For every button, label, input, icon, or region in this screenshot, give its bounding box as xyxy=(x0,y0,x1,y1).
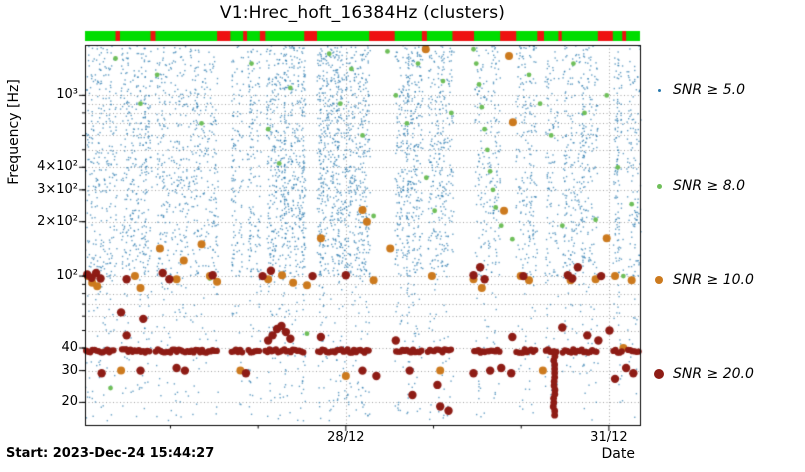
y-tick-label: 20 xyxy=(61,394,78,410)
legend-label: SNR ≥ 20.0 xyxy=(673,366,754,382)
y-tick-label: 40 xyxy=(61,340,78,356)
y-tick-label: 4×10² xyxy=(37,159,78,175)
y-tick-label: 2×10² xyxy=(37,213,78,229)
legend-item-snr5: SNR ≥ 5.0 xyxy=(652,80,745,100)
snr5-dot-icon xyxy=(657,88,661,92)
snr8-dot-icon xyxy=(656,183,662,189)
legend: SNR ≥ 5.0 SNR ≥ 8.0 SNR ≥ 10.0 SNR ≥ 20.… xyxy=(648,0,805,472)
y-tick-label: 30 xyxy=(61,362,78,378)
y-tick-label: 10³ xyxy=(56,87,78,103)
y-tick-label: 3×10² xyxy=(37,181,78,197)
snr20-dot-icon xyxy=(654,369,664,379)
x-axis-label: Date xyxy=(601,446,635,462)
legend-label: SNR ≥ 10.0 xyxy=(673,272,754,288)
legend-label: SNR ≥ 5.0 xyxy=(673,82,745,98)
snr10-dot-icon xyxy=(655,276,663,284)
x-tick-label: 28/12 xyxy=(327,430,365,445)
x-tick-label: 31/12 xyxy=(590,430,628,445)
y-tick-label: 10² xyxy=(56,268,78,284)
legend-marker-box xyxy=(652,273,666,287)
legend-marker-box xyxy=(652,83,666,97)
legend-label: SNR ≥ 8.0 xyxy=(673,178,745,194)
start-timestamp: Start: 2023-Dec-24 15:44:27 xyxy=(6,446,215,461)
legend-marker-box xyxy=(652,367,666,381)
legend-marker-box xyxy=(652,179,666,193)
legend-item-snr20: SNR ≥ 20.0 xyxy=(652,364,754,384)
legend-item-snr8: SNR ≥ 8.0 xyxy=(652,176,745,196)
legend-item-snr10: SNR ≥ 10.0 xyxy=(652,270,754,290)
